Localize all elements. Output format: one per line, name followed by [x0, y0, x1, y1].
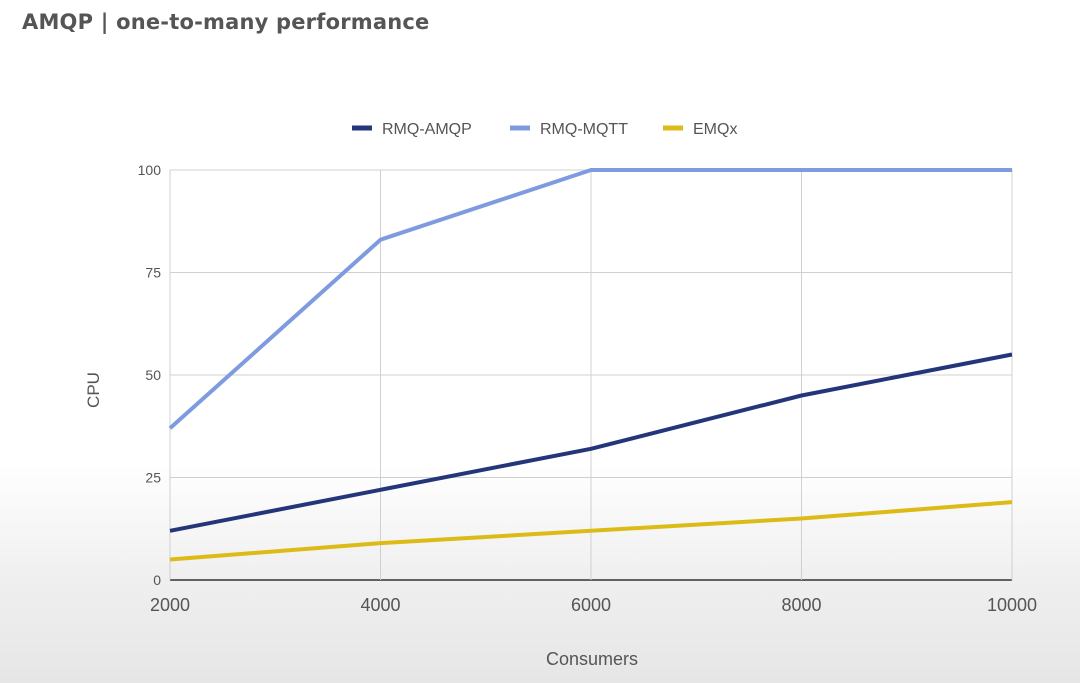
- legend: RMQ-AMQP RMQ-MQTT EMQx: [352, 121, 737, 138]
- y-tick-label: 0: [153, 572, 161, 588]
- legend-label: EMQx: [693, 121, 737, 138]
- page-title: AMQP | one-to-many performance: [22, 10, 430, 34]
- x-tick-label: 8000: [781, 595, 821, 615]
- grid: [169, 169, 1013, 581]
- y-tick-label: 50: [145, 367, 161, 383]
- y-tick-label: 25: [145, 470, 161, 486]
- series-lines: [168, 168, 1013, 562]
- legend-label: RMQ-MQTT: [540, 121, 628, 138]
- x-tick-label: 4000: [360, 595, 400, 615]
- x-tick-label: 2000: [150, 595, 190, 615]
- y-tick-label: 75: [145, 265, 161, 281]
- series-line-rmq-amqp: [169, 352, 1013, 533]
- series-line-rmq-mqtt: [168, 168, 1012, 430]
- x-tick-label: 6000: [571, 595, 611, 615]
- x-tick-labels: 2000 4000 6000 8000 10000: [150, 595, 1037, 615]
- series-line-emqx: [169, 500, 1013, 562]
- y-tick-labels: 0 25 50 75 100: [138, 162, 162, 588]
- x-axis-label: Consumers: [546, 649, 638, 669]
- legend-label: RMQ-AMQP: [382, 121, 472, 138]
- y-axis-label: CPU: [84, 372, 103, 408]
- y-tick-label: 100: [138, 162, 162, 178]
- x-tick-label: 10000: [987, 595, 1037, 615]
